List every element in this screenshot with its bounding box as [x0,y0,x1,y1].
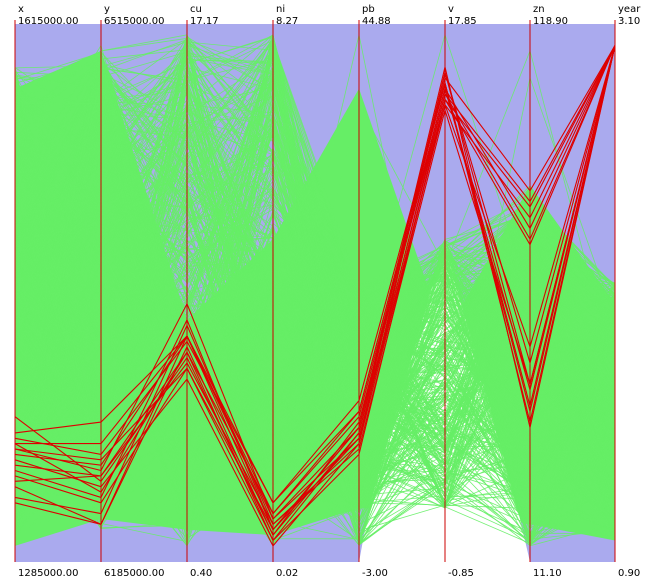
unselected-line [14,34,616,483]
axis-min-cu: 0.40 [190,568,212,579]
axis-max-v: 17.85 [448,16,477,27]
unselected-line [14,81,616,471]
axis-min-ni: 0.02 [276,568,298,579]
axis-max-zn: 118.90 [533,16,568,27]
unselected-line [14,292,616,507]
axis-min-year: 0.90 [618,568,640,579]
axis-max-year: 3.10 [618,16,640,27]
unselected-line [14,59,616,539]
unselected-line [14,77,616,535]
unselected-line [14,240,616,497]
unselected-line [14,114,616,517]
unselected-line [14,66,616,540]
axis-name-pb: pb [362,4,375,15]
axis-lines [14,20,616,562]
unselected-line [14,153,616,546]
unselected-line [14,231,616,502]
axis-max-ni: 8.27 [276,16,298,27]
unselected-line [14,67,616,455]
unselected-line [14,59,616,539]
unselected-line [14,49,616,456]
unselected-line [14,55,616,478]
selected-line [14,45,616,537]
unselected-lines [14,33,616,562]
unselected-line [14,57,616,534]
unselected-line [14,127,616,391]
selected-lines [14,45,616,547]
axis-max-cu: 17.17 [190,16,219,27]
unselected-line [14,111,616,543]
unselected-line [14,271,616,491]
unselected-line [14,81,616,545]
selected-line [14,45,616,515]
axis-name-y: y [104,4,110,15]
unselected-line [14,44,616,529]
unselected-line [14,225,616,476]
axis-min-v: -0.85 [448,568,474,579]
unselected-line [14,142,616,457]
axis-max-x: 1615000.00 [18,16,78,27]
unselected-line [14,116,616,545]
axis-name-year: year [618,4,641,15]
unselected-line [14,94,616,526]
unselected-line [14,95,616,542]
unselected-line [14,199,616,486]
axis-name-x: x [18,4,24,15]
unselected-line [14,52,616,454]
axis-min-y: 6185000.00 [104,568,164,579]
selected-line [14,45,616,521]
unselected-line [14,110,616,353]
unselected-line [14,50,616,507]
selected-line [14,45,616,531]
axis-name-cu: cu [190,4,202,15]
axis-max-y: 6515000.00 [104,16,164,27]
axis-name-zn: zn [533,4,545,15]
unselected-line [14,234,616,500]
unselected-line [14,74,616,443]
axis-min-x: 1285000.00 [18,568,78,579]
axis-name-ni: ni [276,4,285,15]
unselected-line [14,118,616,542]
axis-name-v: v [448,4,454,15]
unselected-line [14,46,616,516]
axis-min-pb: -3.00 [362,568,388,579]
unselected-line [14,37,616,544]
unselected-line [14,51,616,545]
unselected-line [14,142,616,459]
unselected-line [14,153,616,543]
unselected-line [14,79,616,524]
unselected-line [14,100,616,545]
unselected-line [14,38,616,371]
unselected-line [14,127,616,486]
unselected-line [14,79,616,449]
unselected-line [14,60,616,523]
unselected-line [14,33,616,348]
axis-max-pb: 44.88 [362,16,391,27]
selected-line [14,45,616,504]
selected-line [14,45,616,542]
axis-min-zn: 11.10 [533,568,562,579]
unselected-line [14,96,616,502]
unselected-line [14,48,616,472]
unselected-line [14,145,616,414]
unselected-line [14,108,616,466]
selected-line [14,45,616,526]
unselected-line [14,73,616,509]
unselected-line [14,190,616,547]
unselected-line [14,80,616,546]
unselected-line [14,139,616,509]
unselected-line [14,64,616,510]
unselected-line [14,230,616,514]
unselected-line [14,95,616,544]
